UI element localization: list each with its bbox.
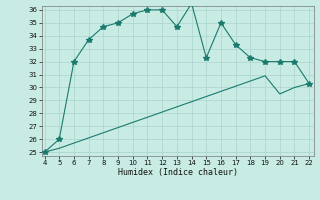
- X-axis label: Humidex (Indice chaleur): Humidex (Indice chaleur): [118, 168, 237, 177]
